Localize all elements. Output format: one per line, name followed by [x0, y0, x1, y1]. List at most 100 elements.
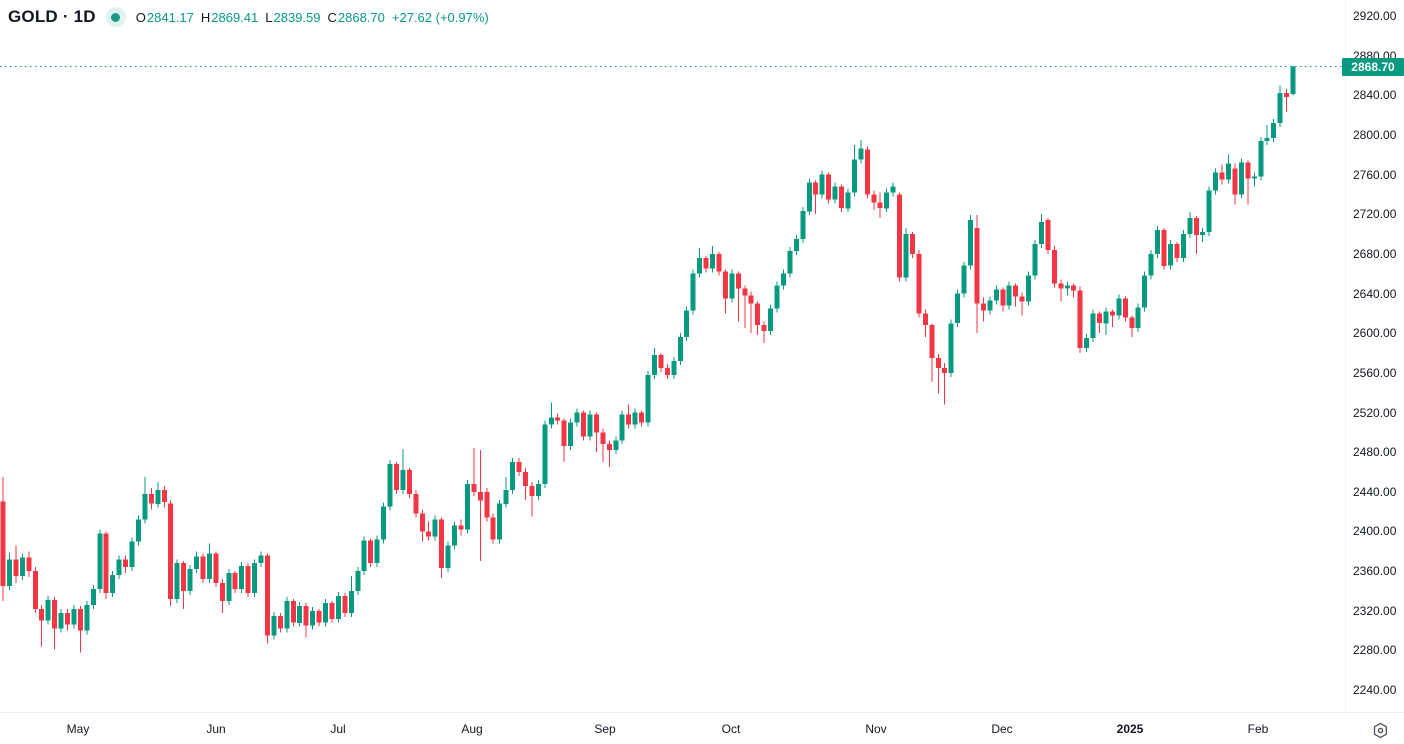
candle	[1000, 287, 1006, 312]
candle	[297, 601, 303, 627]
candle	[419, 509, 425, 542]
chart-pane[interactable]	[0, 0, 1345, 712]
candle	[819, 170, 825, 199]
candle	[832, 182, 838, 204]
candle	[484, 487, 490, 522]
candle	[587, 410, 593, 441]
candle	[271, 611, 277, 640]
candle	[626, 404, 632, 429]
symbol-title[interactable]: GOLD · 1D	[8, 7, 96, 26]
candle	[890, 182, 896, 197]
candle	[393, 462, 399, 494]
open-value: 2841.17	[146, 9, 194, 25]
candle	[535, 479, 541, 500]
candle	[110, 571, 116, 597]
time-tick-label: Sep	[594, 722, 616, 736]
candle	[6, 552, 12, 590]
candle	[884, 188, 890, 213]
candle	[684, 306, 690, 342]
price-tick-label: 2720.00	[1353, 207, 1397, 222]
candle	[1032, 240, 1038, 280]
candle	[239, 562, 245, 593]
candle	[1271, 119, 1277, 142]
candle	[993, 285, 999, 305]
candle	[426, 521, 432, 541]
price-tick-label: 2560.00	[1353, 365, 1397, 380]
candle	[90, 585, 96, 609]
candle	[161, 485, 167, 508]
low-readout: L 2839.59	[265, 10, 320, 25]
candle	[961, 261, 967, 298]
candle	[1013, 283, 1019, 307]
candle	[742, 285, 748, 329]
candle	[116, 555, 122, 580]
candle	[600, 428, 606, 463]
candle	[316, 608, 322, 627]
candle	[45, 596, 51, 625]
axis-settings-button[interactable]	[1370, 720, 1390, 740]
candle	[477, 450, 483, 562]
time-tick-label: Aug	[461, 722, 483, 736]
candle	[542, 420, 548, 488]
symbol-interval-button[interactable]: GOLD · 1D	[8, 7, 96, 27]
candle	[1071, 283, 1077, 298]
candle	[1155, 226, 1160, 258]
price-tick-label: 2760.00	[1353, 167, 1397, 182]
candle	[464, 479, 470, 534]
candle	[948, 319, 954, 377]
candle	[97, 529, 103, 593]
time-axis[interactable]: May Jun Jul Aug Sep Oct Nov Dec 2025 Feb	[0, 712, 1404, 744]
candle	[568, 418, 574, 451]
candle	[987, 296, 993, 315]
candle	[432, 515, 438, 541]
candle	[374, 535, 380, 568]
candle	[123, 555, 128, 574]
candle	[755, 301, 761, 336]
candle	[574, 408, 580, 427]
candle	[1245, 160, 1251, 205]
candle	[490, 513, 496, 544]
candle	[348, 576, 354, 617]
candle	[864, 145, 870, 199]
price-tick-label: 2520.00	[1353, 405, 1397, 420]
candle	[877, 192, 883, 219]
candle	[716, 251, 722, 276]
candle	[1109, 309, 1115, 328]
candle	[174, 559, 180, 603]
candle	[871, 190, 877, 211]
candle	[168, 499, 174, 606]
time-tick-label: May	[66, 722, 90, 736]
candle	[1238, 158, 1244, 199]
price-tick-label: 2240.00	[1353, 683, 1397, 698]
candle	[1090, 309, 1096, 343]
candle	[652, 348, 657, 379]
candle	[922, 309, 928, 338]
change-value: +27.62 (+0.97%)	[391, 9, 489, 25]
candle	[19, 553, 25, 581]
candle	[1219, 164, 1225, 185]
candle	[252, 559, 258, 597]
market-status-dot-icon[interactable]	[105, 6, 127, 28]
candle	[194, 551, 199, 574]
candle	[613, 436, 619, 455]
candle	[226, 569, 232, 605]
price-axis[interactable]: 2868.70 2920.00 2880.00 2840.00 2800.00 2760…	[1342, 0, 1404, 712]
candle	[1258, 136, 1264, 181]
last-price-label: 2868.70	[1342, 57, 1404, 76]
candle	[142, 477, 148, 524]
candle	[916, 249, 922, 318]
candle	[1058, 279, 1064, 302]
candle	[703, 255, 709, 273]
candle	[136, 515, 141, 546]
candle	[1148, 249, 1154, 280]
time-tick-label: Oct	[721, 722, 741, 736]
candles-layer	[0, 66, 1296, 653]
candle	[1084, 334, 1090, 352]
candle	[910, 232, 915, 258]
candle	[1103, 307, 1109, 336]
candle	[277, 612, 283, 633]
candle	[697, 247, 703, 278]
candle	[65, 608, 70, 631]
candle	[1193, 216, 1199, 254]
price-tick-label: 2680.00	[1353, 246, 1397, 261]
